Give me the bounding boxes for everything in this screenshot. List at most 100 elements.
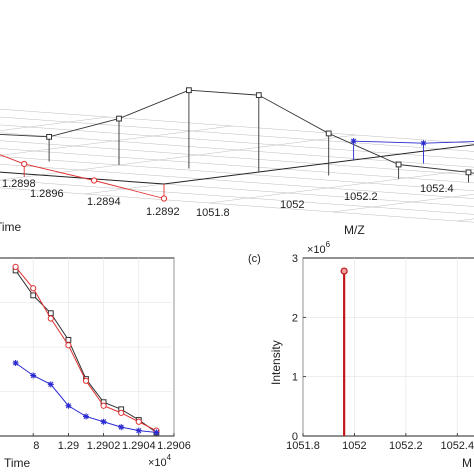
panel-3d-time-tick: 1.2892: [146, 206, 180, 218]
panel-3d-mz-tick: 1052.4: [420, 183, 454, 195]
panel-b-x-tick-label: 1.29: [58, 440, 79, 452]
panel-c-exponent-power: 6: [326, 240, 331, 249]
panel-3d-mz-tick: 1052.2: [344, 191, 378, 203]
panel-c-exponent: ×106: [307, 240, 331, 256]
panel-b-exponent: ×104: [148, 453, 172, 469]
panel-3d-floor-grid-line: [0, 163, 474, 199]
panel-b-marker-stroke: [48, 381, 54, 387]
panel-c-ticks: 1051.8 1052 1052.2 1052.4 0 1 2 3: [286, 253, 474, 452]
panel-3d-marker: [325, 130, 332, 137]
panel-b-marker: [135, 418, 142, 425]
panel-b-marker: [47, 381, 54, 388]
panel-3d-mz-tick: 1052: [280, 199, 304, 211]
panel-b-x-tick-label: 1.2906: [157, 440, 191, 452]
panel-b-ticks: 8 1.29 1.2902 1.2904 1.2906: [32, 433, 191, 452]
panel-3d-marker: [116, 115, 122, 122]
panel-c-x-tick-label: 1051.8: [286, 440, 320, 452]
panel-3d-floor-grid-line: [0, 116, 109, 131]
panel-3d-time-tick: 1.2898: [2, 178, 36, 190]
panel-b-marker-stroke: [83, 413, 89, 420]
panel-3d-marker: [350, 138, 357, 145]
panel-b-marker: [65, 402, 72, 409]
panel-b-marker: [118, 409, 125, 416]
panel-b-marker: [100, 418, 107, 425]
panel-3d-marker: [465, 169, 472, 176]
panel-3d-floor-grid-line: [0, 140, 474, 176]
panel-b-marker-stroke: [65, 403, 71, 409]
panel-c-exponent-base: ×10: [307, 244, 326, 256]
panel-3d-mz-tick: 1051.8: [196, 207, 230, 219]
panel-b-marker: [118, 424, 125, 431]
panel-b-marker: [47, 315, 54, 322]
panel-c: 1051.8 1052 1052.2 1052.4 0 1 2 3 (c) ×106 Inte…: [248, 240, 474, 470]
panel-3d-marker-stroke: [420, 140, 427, 146]
panel-b-marker: [100, 402, 107, 409]
panel-3d-floor-grid-line: [0, 116, 474, 152]
panel-b-exponent-power: 4: [167, 453, 172, 462]
panel-3d-time-label: Time: [0, 220, 22, 234]
panel-3d-marker: [21, 160, 28, 168]
panel-3d-floor-grid-line: [332, 193, 474, 213]
panel-3d-time-tick: 1.2894: [87, 196, 121, 208]
panel-c-label: (c): [248, 253, 261, 265]
panel-3d-series-line: [353, 140, 474, 144]
panel-3d-marker: [420, 140, 427, 147]
panel-3d-floor-grid-line: [0, 171, 474, 207]
panel-b-marker: [83, 413, 89, 420]
panel-3d-floor-grid-line: [0, 134, 357, 181]
panel-c-x-tick-label: 1052: [342, 440, 366, 452]
panel-b-marker: [153, 429, 160, 436]
panel-3d: 1.2898 1.2896 1.2894 1.2892 1051.8 1052 …: [0, 87, 474, 237]
panel-3d-marker: [91, 177, 98, 184]
panel-3d-marker: [186, 87, 192, 94]
panel-c-marks: [340, 267, 348, 436]
panel-b: 8 1.29 1.2902 1.2904 1.2906 Time ×104: [0, 257, 191, 470]
panel-3d-floor-grid-line: [0, 125, 233, 156]
panel-c-x-label-partial: M: [462, 456, 472, 470]
panel-3d-floor-grid-line: [0, 132, 474, 168]
panel-3d-marks: [0, 87, 474, 202]
panel-3d-floor-grid-line: [0, 156, 474, 192]
panel-b-marker: [65, 342, 72, 349]
panel-c-y-tick-label: 3: [292, 253, 298, 265]
panel-b-series-line: [15, 266, 157, 432]
panel-b-marker-stroke: [153, 429, 159, 436]
panel-b-marker-stroke: [118, 424, 124, 430]
panel-3d-mz-axis: [163, 144, 474, 185]
panel-3d-marker-stroke: [351, 138, 357, 144]
panel-3d-floor-grid-line: [0, 187, 474, 223]
panel-3d-series-line: [0, 154, 165, 199]
panel-b-x-tick-label: 8: [33, 440, 39, 452]
panel-3d-marker: [160, 195, 168, 202]
panel-3d-time-axis: [0, 171, 165, 185]
panel-c-y-tick-label: 2: [292, 312, 298, 324]
panel-b-x-tick-label: 1.2902: [87, 440, 121, 452]
panel-3d-floor-grid-line: [0, 179, 474, 215]
panel-b-series-line: [15, 362, 157, 433]
panel-b-marker-stroke: [101, 419, 107, 425]
panel-3d-floor-grid-line: [208, 169, 474, 204]
panel-b-marks: [12, 263, 160, 436]
panel-c-x-tick-label: 1052.4: [440, 440, 474, 452]
panel-b-marker-stroke: [13, 360, 19, 366]
panel-b-marker: [135, 427, 142, 434]
panel-c-y-tick-label: 1: [292, 372, 298, 384]
panel-3d-floor-grid-line: [0, 124, 474, 160]
panel-b-marker-stroke: [136, 428, 142, 434]
panel-b-marker: [12, 263, 19, 270]
panel-b-marker-stroke: [30, 372, 36, 379]
panel-b-marker: [82, 377, 90, 384]
panel-b-x-tick-label: 1.2904: [122, 440, 156, 452]
panel-b-marker: [12, 360, 19, 367]
panel-3d-floor-grid-line: [0, 148, 474, 184]
panel-3d-grid: [0, 108, 474, 223]
panel-3d-marker: [395, 161, 402, 168]
panel-3d-marker: [46, 133, 53, 140]
panel-b-marker: [65, 336, 72, 343]
panel-c-y-tick-label: 0: [292, 431, 298, 443]
panel-b-marker: [30, 292, 37, 299]
panel-c-y-label: Intensity: [269, 340, 283, 385]
panel-b-marker: [30, 372, 37, 379]
panel-3d-floor-grid-line: [0, 108, 474, 144]
